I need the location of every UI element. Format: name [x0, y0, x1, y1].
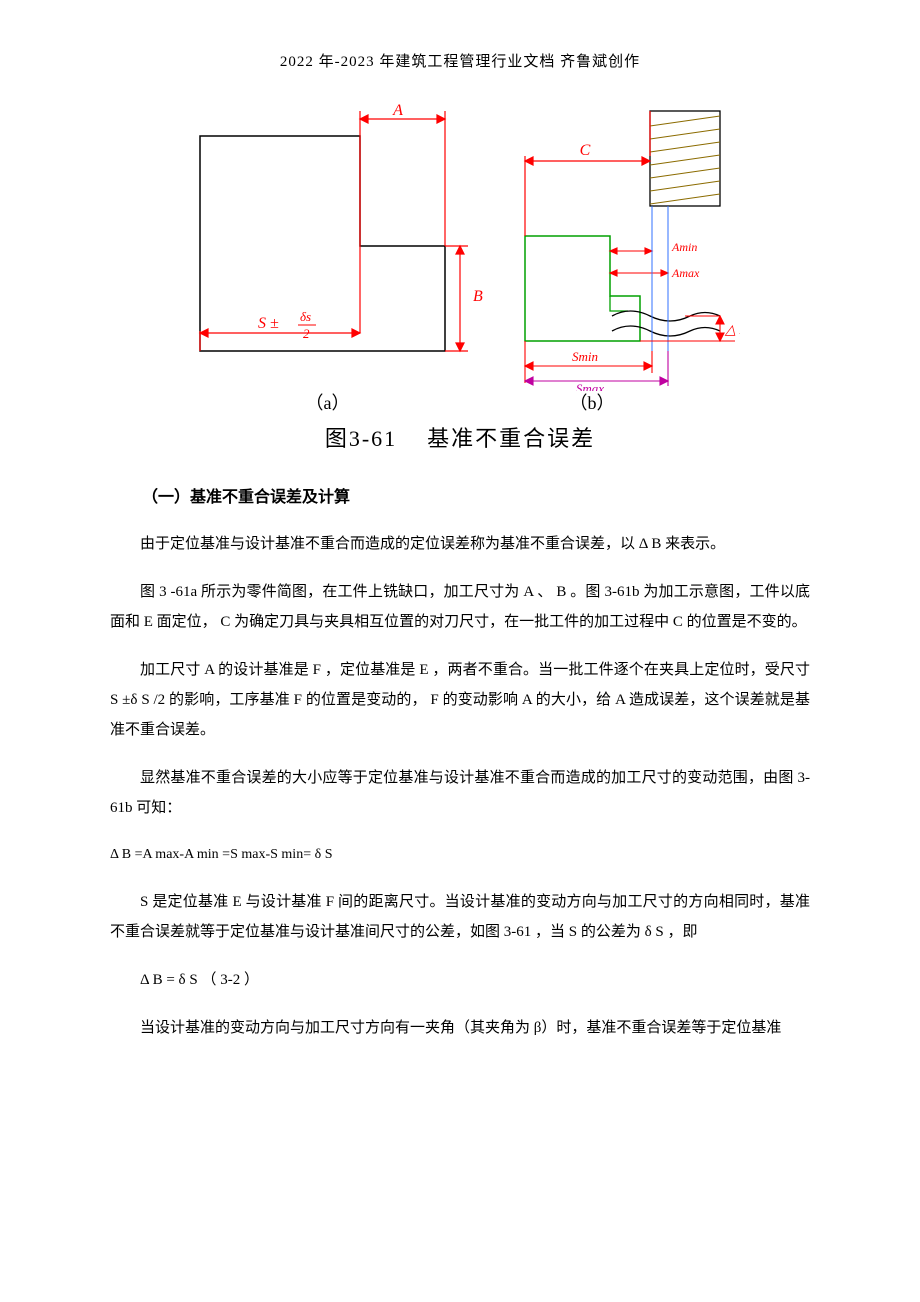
section-1-title: （一）基准不重合误差及计算	[110, 483, 810, 507]
figure-sublabels: （a） （b）	[110, 389, 810, 415]
dim-S-num: δs	[300, 309, 311, 324]
para-2: 图 3 -61a 所示为零件简图，在工件上铣缺口，加工尺寸为 A 、 B 。图 …	[110, 577, 810, 637]
fig-label-a: （a）	[306, 389, 350, 415]
dim-S: S ±	[258, 315, 279, 332]
figure-caption: 图3-61 基准不重合误差	[110, 421, 810, 453]
dim-C: C	[580, 142, 591, 159]
fig-label-b: （b）	[570, 389, 615, 415]
dim-S-den: 2	[303, 326, 310, 341]
figure-3-61: A B S ± δs 2	[110, 101, 810, 453]
formula-1: Δ B =A max-A min =S max-S min= δ S	[110, 841, 810, 869]
dim-A: A	[392, 102, 403, 119]
formula-2: Δ B = δ S （ 3-2 ）	[110, 965, 810, 995]
dim-Amax: Amax	[671, 266, 700, 280]
dim-Amin: Amin	[671, 240, 697, 254]
dim-Smin: Smin	[572, 349, 598, 364]
para-3: 加工尺寸 A 的设计基准是 F ，定位基准是 E ，两者不重合。当一批工件逐个在…	[110, 655, 810, 745]
fig-caption-prefix: 图3-61	[325, 426, 397, 451]
dim-DeltaB: △ B	[724, 323, 740, 338]
para-5: S 是定位基准 E 与设计基准 F 间的距离尺寸。当设计基准的变动方向与加工尺寸…	[110, 887, 810, 947]
para-1: 由于定位基准与设计基准不重合而造成的定位误差称为基准不重合误差，以 Δ B 来表…	[110, 529, 810, 559]
page-header: 2022 年-2023 年建筑工程管理行业文档 齐鲁斌创作	[110, 50, 810, 71]
dim-B: B	[473, 288, 483, 305]
para-6: 当设计基准的变动方向与加工尺寸方向有一夹角（其夹角为 β）时，基准不重合误差等于…	[110, 1013, 810, 1043]
fig-caption-title: 基准不重合误差	[427, 426, 595, 451]
para-4: 显然基准不重合误差的大小应等于定位基准与设计基准不重合而造成的加工尺寸的变动范围…	[110, 763, 810, 823]
figure-svg: A B S ± δs 2	[180, 101, 740, 391]
